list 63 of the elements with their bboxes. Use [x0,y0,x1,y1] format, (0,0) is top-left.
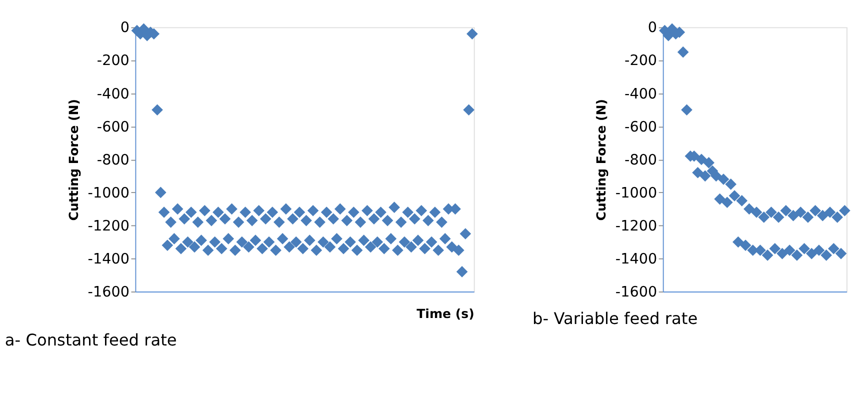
point [766,206,777,218]
point [810,204,821,216]
point [740,240,752,251]
point [769,242,781,254]
point [677,46,689,58]
y-tick-label: -600 [96,119,130,136]
point [696,154,708,166]
point [828,242,840,254]
point [791,250,803,261]
point [728,190,740,202]
point [721,196,733,208]
y-tick-label: -1000 [615,185,658,202]
point [788,210,799,222]
point [776,248,788,260]
point [732,236,744,248]
y-tick-label: -200 [624,53,658,70]
point [714,193,726,205]
point [725,178,736,190]
point [824,206,836,218]
point [744,203,755,215]
y-tick-label: -400 [96,86,130,102]
y-tick-label: -1600 [88,284,130,300]
point [762,250,774,261]
point [703,157,714,168]
point [681,104,692,116]
point [816,210,828,222]
point [750,206,762,218]
point [813,244,825,256]
y-axis-title: Cutting Force (N) [66,99,81,221]
point [835,248,847,260]
y-tick-label: -1400 [615,251,658,268]
y-tick-label: -1200 [615,218,658,234]
point [806,248,818,260]
y-tick-label: -1400 [88,251,130,268]
y-tick-label: -600 [624,119,658,136]
point [784,244,796,256]
point [699,170,711,182]
point [832,212,844,223]
y-axis-title: Cutting Force (N) [594,99,609,221]
y-tick-label: -400 [624,86,658,102]
point [736,195,748,206]
y-tick-label: 0 [648,20,658,36]
point [692,166,704,178]
y-tick-label: 0 [120,20,130,36]
point [820,250,832,261]
y-tick-label: -1000 [88,185,130,202]
y-tick-label: -1200 [88,218,130,234]
x-axis-title: Time (s) [416,306,474,321]
text: a- Constant feed rate [4,330,177,350]
text: b- Variable feed rate [532,308,698,328]
y-tick-label: -800 [624,152,658,168]
point [758,212,770,223]
point [802,212,814,223]
point [718,174,730,185]
point [772,212,784,223]
y-tick-label: -1600 [615,284,658,300]
point [794,206,806,218]
y-tick-label: -800 [96,152,130,168]
point [710,170,722,182]
point [839,204,850,216]
point [798,242,810,254]
point [780,204,792,216]
y-tick-label: -200 [96,53,130,70]
